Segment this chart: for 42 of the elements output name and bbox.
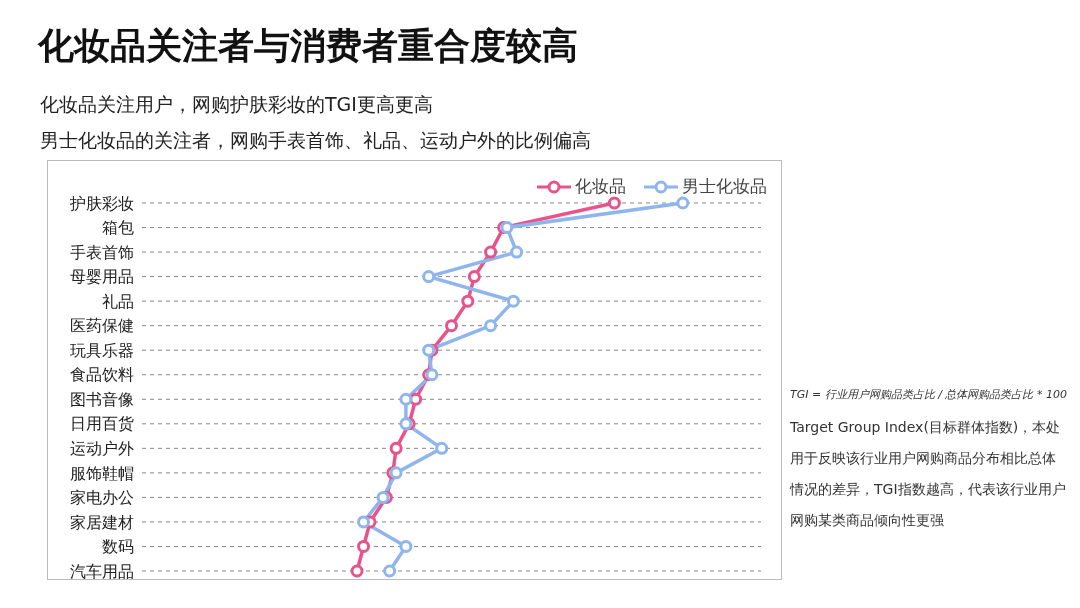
y-tick-label: 汽车用品 <box>70 561 134 581</box>
y-tick-label: 医药保健 <box>70 316 134 336</box>
point <box>484 319 498 333</box>
point <box>389 441 403 455</box>
y-tick-label: 食品饮料 <box>70 365 134 385</box>
point <box>607 196 621 210</box>
point <box>357 515 371 529</box>
text: TGI = 行业用户网购品类占比 / 总体网购品类占比 * 100 <box>790 387 1067 403</box>
point <box>676 196 690 210</box>
legend-label: 男士化妆品 <box>682 175 767 198</box>
point <box>467 270 481 284</box>
point <box>461 294 475 308</box>
chart-title: 化妆品关注者与消费者重合度较高 <box>38 24 578 68</box>
point <box>506 294 520 308</box>
point <box>510 245 524 259</box>
y-tick-label: 玩具乐器 <box>70 340 134 360</box>
y-tick-label: 箱包 <box>102 218 134 238</box>
y-tick-label: 数码 <box>102 537 134 557</box>
point <box>409 392 423 406</box>
point <box>422 270 436 284</box>
text: Target Group Index(目标群体指数)，本处用于反映该行业用户网购商品分布相比总体情况的差异，TGI指数越高，代表该行业用户网购某类商品倾向性更强 <box>790 418 1066 530</box>
point <box>350 564 364 578</box>
y-tick-label: 服饰鞋帽 <box>70 463 134 483</box>
y-tick-label: 礼品 <box>102 291 134 311</box>
legend-label: 化妆品 <box>575 175 626 198</box>
point <box>399 539 413 553</box>
y-tick-label: 母婴用品 <box>70 267 134 287</box>
point <box>383 564 397 578</box>
point <box>399 392 413 406</box>
y-tick-label: 图书音像 <box>70 389 134 409</box>
y-tick-label: 运动户外 <box>70 439 134 459</box>
point <box>435 441 449 455</box>
y-tick-label: 家居建材 <box>70 512 134 532</box>
point <box>445 319 458 333</box>
text: 男士化妆品的关注者，网购手表首饰、礼品、运动户外的比例偏高 <box>40 128 591 153</box>
y-tick-label: 手表首饰 <box>70 242 134 262</box>
y-tick-label: 日用百货 <box>70 414 134 434</box>
point <box>357 539 371 553</box>
point <box>484 245 498 259</box>
y-tick-label: 家电办公 <box>70 488 134 508</box>
chart-subtitle: 化妆品关注用户，网购护肤彩妆的TGI更高更高 <box>40 92 433 117</box>
y-tick-label: 护肤彩妆 <box>69 193 134 213</box>
